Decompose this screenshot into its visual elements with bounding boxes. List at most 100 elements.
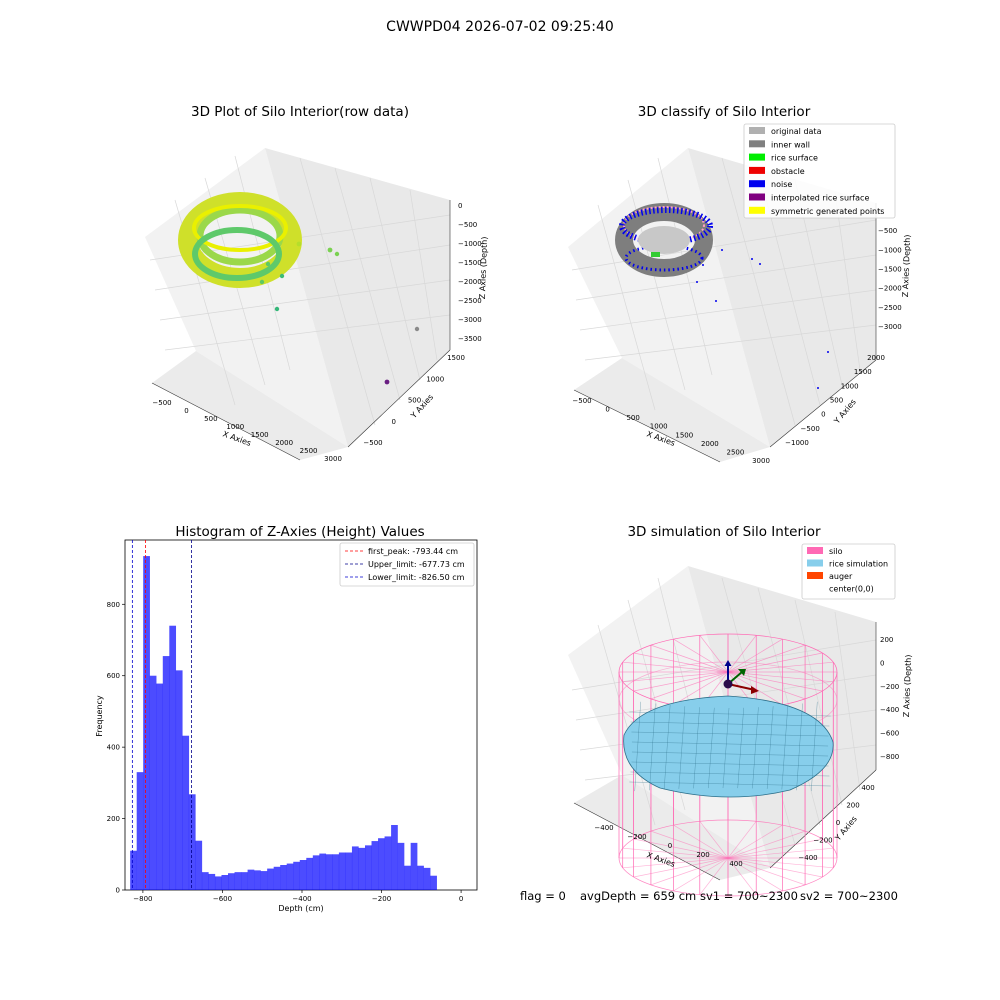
raw-panel-title: 3D Plot of Silo Interior(row data) [191,104,409,120]
raw-yticks-label: 1000 [426,375,444,383]
legend-label: center(0,0) [829,585,874,594]
silo-floor-spoke [727,857,783,892]
silo-floor-spoke [650,830,729,859]
legend-label: first_peak: -793.44 cm [368,547,458,556]
cls-xticks-label: 0 [605,406,609,414]
silo-wireframe [618,633,838,897]
raw-yticks-label: 500 [408,397,421,405]
raw-scatter-points [259,241,420,385]
legend-swatch [749,127,765,134]
silo-floor-spoke [673,824,729,859]
sim-zticks-label: −600 [880,730,899,738]
histogram-bar [423,867,431,890]
histogram-bar [228,873,235,890]
histogram-bar [345,852,353,890]
silo-floor-spoke [650,857,729,886]
y-tick-label: 800 [107,601,120,609]
histogram-legend: first_peak: -793.44 cm Upper_limit: -677.… [339,542,475,587]
histogram-bar [267,868,274,890]
y-tick-label: 200 [107,815,120,823]
histogram-bar [201,872,209,890]
raw-yticks-label: 0 [392,418,396,426]
cls-yticks-label: −1000 [785,439,809,447]
histogram-bar [364,845,372,890]
classify-panel-title: 3D classify of Silo Interior [638,104,811,120]
silo-roof-spoke [650,644,729,673]
legend-swatch [749,153,765,161]
silo-roof-spoke [727,671,834,683]
simulation-z-axis-label: Z Axies (Depth) [902,654,913,717]
sim-xticks-label: −400 [594,824,613,832]
histogram-bar [417,865,424,890]
silo-roof-spoke [727,644,806,673]
silo-floor-spoke [673,857,729,892]
classify-3d-panel: 3D classify of Silo Interior [568,104,912,465]
simulation-3d-panel: 3D simulation of Silo Interior [568,524,913,897]
legend-swatch [807,572,823,579]
legend-label: inner wall [771,140,810,149]
histogram-bar [273,866,281,890]
sim-zticks-label: −800 [880,753,899,761]
legend-swatch [749,166,765,174]
footer-status: flag = 0 avgDepth = 659 cm sv1 = 700~230… [520,889,898,903]
silo-roof-spoke [622,671,729,683]
simulation-legend: silo rice simulation auger center(0,0) [801,543,896,600]
legend-label: obstacle [771,167,805,176]
raw-zticks-label: −1000 [458,240,482,248]
histogram-bar [384,836,392,890]
histogram-bar [260,871,268,890]
histogram-bar [156,683,163,890]
raw-3d-panel: 3D Plot of Silo Interior(row data) [145,104,489,463]
legend-label: Upper_limit: -677.73 cm [368,560,465,569]
x-tick-label: −200 [372,895,391,903]
raw-ring-points [178,192,302,288]
histogram-bars [130,556,437,890]
histogram-bar [247,869,255,890]
classify-z-axis-label: Z Axies (Depth) [901,234,912,297]
legend-label: original data [771,127,822,136]
raw-xticks-label: 0 [184,407,188,415]
cls-xticks-label: −500 [572,397,591,405]
cls-zticks-label: −2000 [878,285,902,293]
cls-xticks-label: 1500 [675,431,693,439]
histogram-x-ticks: −800 −600 −400 −200 0 [133,890,463,903]
sim-zticks-label: −200 [880,683,899,691]
histogram-bar [371,841,379,890]
raw-zticks-label: −3500 [458,335,482,343]
histogram-bar [325,854,333,890]
silo-roof-spoke [727,638,783,673]
classify-axes-box [568,148,877,463]
legend-label: silo [829,547,843,556]
histogram-panel: Histogram of Z-Axies (Height) Values −80… [95,524,478,913]
sim-xticks-label: −200 [627,833,646,841]
histogram-bar [293,861,300,890]
legend-label: rice simulation [829,560,888,569]
histogram-bar [404,865,411,890]
silo-floor-spoke [633,838,729,859]
sim-yticks-label: 400 [861,784,874,792]
sim-zticks-label: 200 [880,636,893,644]
cls-xticks-label: 500 [626,414,639,422]
silo-roof-spoke [633,652,729,673]
x-tick-label: −400 [292,895,311,903]
legend-label: noise [771,180,792,189]
silo-floor-spoke [699,821,729,859]
sim-zticks-label: 0 [880,659,884,667]
silo-roof-spoke [699,635,729,673]
sim-yticks-label: −400 [798,854,817,862]
sim-yticks-label: −200 [813,837,832,845]
silo-floor-spoke [727,857,806,886]
raw-xticks-label: 500 [204,415,217,423]
silo-floor-spoke [727,857,823,878]
simulation-panel-title: 3D simulation of Silo Interior [627,524,821,540]
silo-roof-spoke [622,661,729,673]
histogram-title: Histogram of Z-Axies (Height) Values [175,524,424,540]
silo-roof-spoke [727,671,806,700]
histogram-y-ticks: 0 200 400 600 800 [107,601,125,895]
cls-yticks-label: 0 [821,411,825,419]
histogram-bar [208,873,216,890]
cls-yticks-label: 1000 [841,382,859,390]
y-tick-label: 0 [116,887,120,895]
